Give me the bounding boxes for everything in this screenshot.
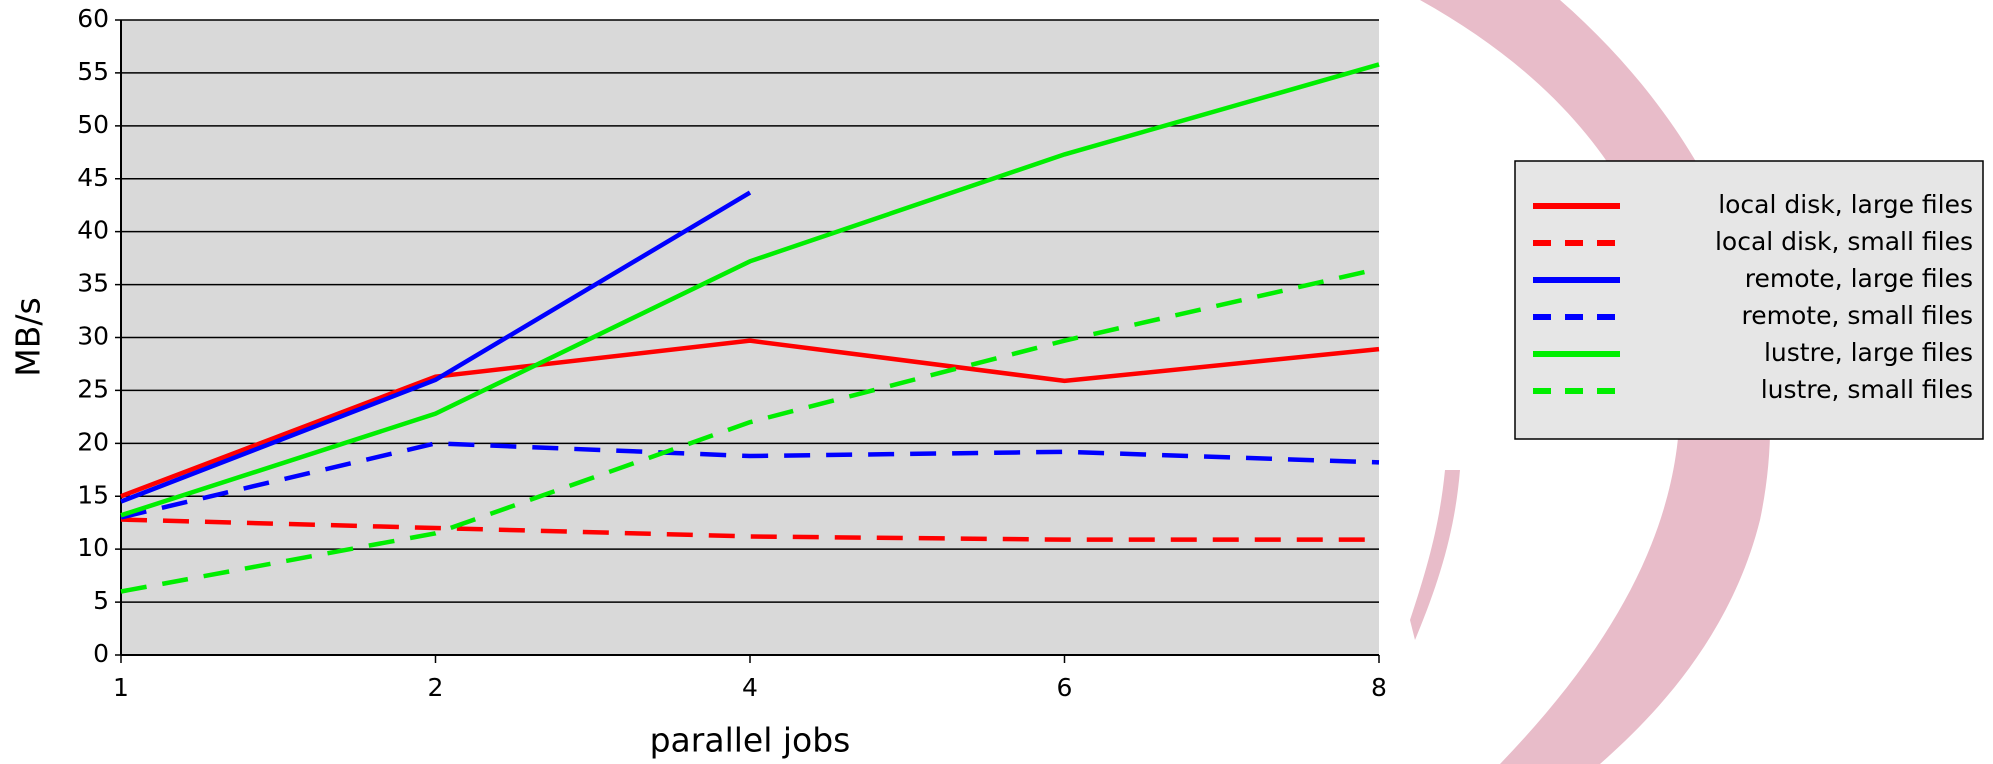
legend-label: lustre, small files <box>1761 375 1973 404</box>
y-axis-title: MB/s <box>9 297 48 376</box>
y-tick-label: 55 <box>77 57 109 86</box>
x-tick-label: 1 <box>113 673 129 702</box>
y-tick-label: 25 <box>77 374 109 403</box>
background-swirl <box>1410 470 1460 640</box>
x-tick-label: 4 <box>742 673 758 702</box>
y-tick-label: 40 <box>77 216 109 245</box>
x-axis-title: parallel jobs <box>650 721 851 760</box>
legend-label: local disk, small files <box>1715 227 1973 256</box>
legend-label: local disk, large files <box>1718 190 1973 219</box>
y-tick-label: 15 <box>77 480 109 509</box>
y-tick-label: 60 <box>77 4 109 33</box>
legend-label: remote, small files <box>1742 301 1973 330</box>
y-tick-label: 5 <box>93 586 109 615</box>
screenshot: parallel jobs MB/s 0 5 10 15 20 25 30 35 40 45 50 5… <box>0 0 1993 764</box>
y-tick-label: 20 <box>77 427 109 456</box>
legend-label: lustre, large files <box>1764 338 1973 367</box>
x-tick-label: 8 <box>1371 673 1387 702</box>
y-tick-label: 10 <box>77 533 109 562</box>
y-tick-label: 50 <box>77 110 109 139</box>
y-tick-label: 30 <box>77 322 109 351</box>
x-tick-label: 2 <box>428 673 444 702</box>
x-tick-label: 6 <box>1057 673 1073 702</box>
y-tick-label: 0 <box>93 639 109 668</box>
legend-label: remote, large files <box>1745 264 1973 293</box>
y-tick-label: 45 <box>77 163 109 192</box>
y-tick-label: 35 <box>77 269 109 298</box>
